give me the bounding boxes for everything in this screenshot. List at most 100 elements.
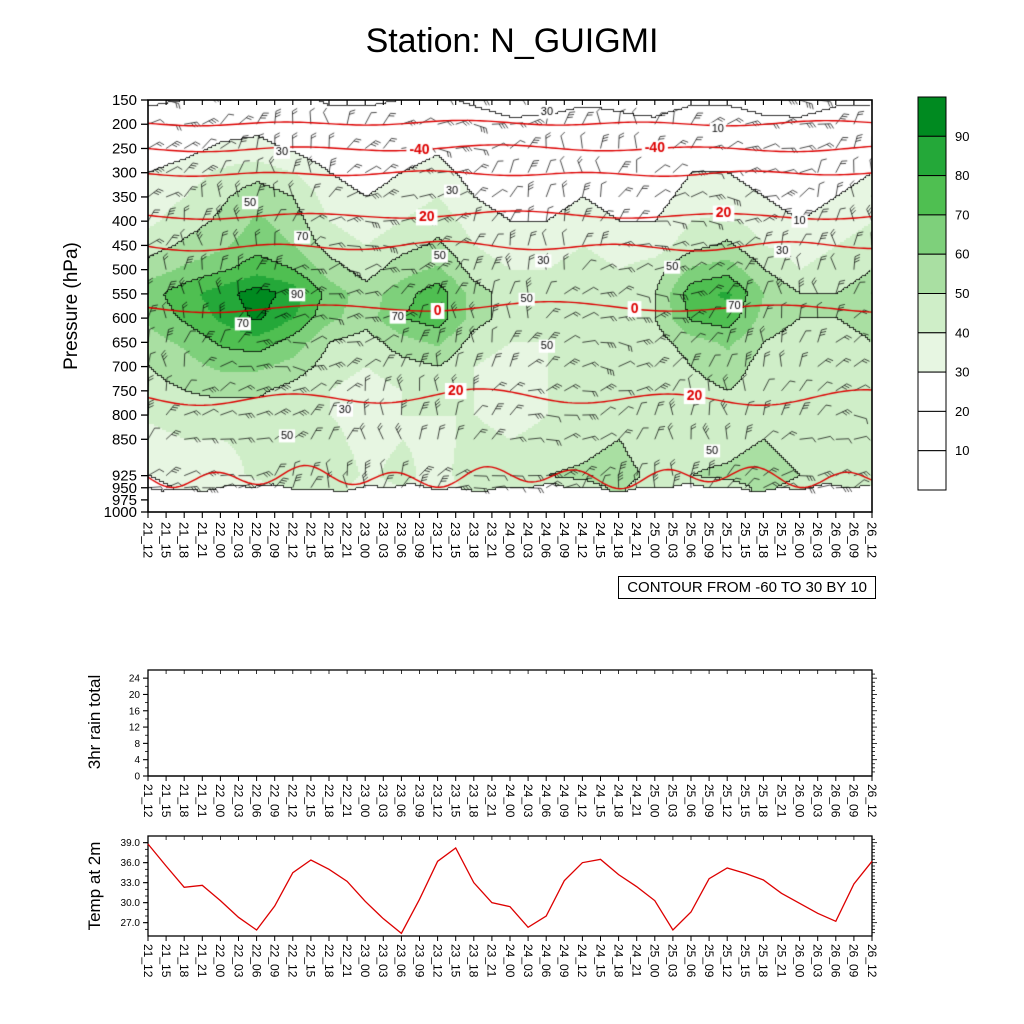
svg-text:22_03: 22_03	[231, 944, 245, 978]
svg-text:26_00: 26_00	[792, 784, 806, 818]
svg-text:25_09: 25_09	[702, 522, 717, 558]
svg-text:23_15: 23_15	[449, 784, 463, 818]
svg-text:24_12: 24_12	[575, 944, 589, 978]
svg-text:23_06: 23_06	[394, 522, 409, 558]
svg-text:23_09: 23_09	[412, 522, 427, 558]
svg-text:25_12: 25_12	[720, 944, 734, 978]
svg-text:23_06: 23_06	[394, 944, 408, 978]
svg-text:24_06: 24_06	[539, 522, 554, 558]
svg-text:23_00: 23_00	[358, 522, 373, 558]
svg-text:22_00: 22_00	[213, 944, 227, 978]
svg-text:25_15: 25_15	[738, 944, 752, 978]
svg-text:24_15: 24_15	[593, 944, 607, 978]
svg-text:22_09: 22_09	[267, 522, 282, 558]
svg-text:27.0: 27.0	[121, 918, 141, 929]
svg-text:10: 10	[955, 443, 969, 458]
svg-text:25_09: 25_09	[702, 784, 716, 818]
svg-text:24_15: 24_15	[593, 522, 608, 558]
svg-text:30: 30	[955, 365, 969, 380]
svg-text:25_18: 25_18	[756, 522, 771, 558]
svg-text:23_06: 23_06	[394, 784, 408, 818]
svg-text:26_12: 26_12	[864, 522, 879, 558]
svg-text:22_12: 22_12	[286, 784, 300, 818]
svg-text:23_18: 23_18	[467, 944, 481, 978]
svg-text:24_15: 24_15	[593, 784, 607, 818]
svg-text:0: 0	[134, 772, 140, 783]
svg-text:20: 20	[955, 404, 969, 419]
svg-text:21_21: 21_21	[195, 784, 209, 818]
svg-text:21_12: 21_12	[140, 522, 155, 558]
svg-text:24_18: 24_18	[611, 784, 625, 818]
svg-text:26_03: 26_03	[810, 522, 825, 558]
svg-text:650: 650	[112, 334, 137, 351]
svg-text:24_06: 24_06	[539, 784, 553, 818]
svg-text:24_03: 24_03	[521, 784, 535, 818]
svg-text:40: 40	[955, 325, 969, 340]
svg-text:975: 975	[112, 492, 137, 509]
svg-text:25_00: 25_00	[648, 944, 662, 978]
svg-text:21_15: 21_15	[159, 522, 174, 558]
svg-text:21_12: 21_12	[141, 784, 155, 818]
svg-text:24_09: 24_09	[557, 944, 571, 978]
svg-text:33.0: 33.0	[121, 878, 141, 889]
svg-text:26_03: 26_03	[811, 784, 825, 818]
svg-text:200: 200	[112, 116, 137, 133]
pressure-axis-label: Pressure (hPa)	[61, 242, 82, 370]
svg-text:24_00: 24_00	[503, 944, 517, 978]
svg-text:23_21: 23_21	[485, 784, 499, 818]
svg-text:26_06: 26_06	[828, 522, 843, 558]
svg-text:24_06: 24_06	[539, 944, 553, 978]
svg-text:23_12: 23_12	[430, 784, 444, 818]
svg-text:21_15: 21_15	[159, 944, 173, 978]
contour-note-box: CONTOUR FROM -60 TO 30 BY 10	[618, 576, 876, 599]
svg-text:24_18: 24_18	[611, 522, 626, 558]
svg-text:25_06: 25_06	[683, 522, 698, 558]
svg-text:50: 50	[955, 286, 969, 301]
svg-text:24: 24	[129, 674, 141, 685]
svg-text:12: 12	[129, 723, 141, 734]
svg-text:24_00: 24_00	[503, 784, 517, 818]
svg-text:300: 300	[112, 165, 137, 182]
svg-text:26_00: 26_00	[792, 944, 806, 978]
svg-text:22_06: 22_06	[249, 522, 264, 558]
svg-text:925: 925	[112, 468, 137, 485]
svg-text:60: 60	[955, 247, 969, 262]
svg-text:23_15: 23_15	[448, 522, 463, 558]
svg-text:22_12: 22_12	[285, 522, 300, 558]
svg-text:80: 80	[955, 168, 969, 183]
svg-text:1000: 1000	[104, 504, 137, 521]
svg-text:250: 250	[112, 140, 137, 157]
svg-text:23_15: 23_15	[449, 944, 463, 978]
svg-text:21_18: 21_18	[177, 522, 192, 558]
svg-text:22_03: 22_03	[231, 784, 245, 818]
svg-text:39.0: 39.0	[121, 838, 141, 849]
svg-text:24_12: 24_12	[575, 784, 589, 818]
svg-text:23_12: 23_12	[430, 522, 445, 558]
svg-text:20: 20	[129, 690, 141, 701]
svg-text:22_18: 22_18	[321, 522, 336, 558]
humidity-cross-section-canvas	[148, 100, 872, 512]
svg-text:4: 4	[134, 755, 140, 766]
svg-text:23_21: 23_21	[485, 944, 499, 978]
svg-text:22_21: 22_21	[340, 944, 354, 978]
svg-text:24_03: 24_03	[521, 522, 536, 558]
svg-text:25_00: 25_00	[647, 522, 662, 558]
svg-text:25_06: 25_06	[684, 784, 698, 818]
svg-text:22_12: 22_12	[286, 944, 300, 978]
svg-text:550: 550	[112, 286, 137, 303]
svg-text:25_00: 25_00	[648, 784, 662, 818]
svg-text:950: 950	[112, 480, 137, 497]
svg-text:23_12: 23_12	[430, 944, 444, 978]
svg-text:26_00: 26_00	[792, 522, 807, 558]
svg-text:25_03: 25_03	[665, 522, 680, 558]
svg-text:850: 850	[112, 431, 137, 448]
svg-text:23_03: 23_03	[376, 784, 390, 818]
svg-text:21_21: 21_21	[195, 522, 210, 558]
svg-text:25_18: 25_18	[756, 944, 770, 978]
svg-text:22_21: 22_21	[340, 522, 355, 558]
svg-text:700: 700	[112, 359, 137, 376]
svg-text:26_09: 26_09	[847, 944, 861, 978]
svg-text:25_21: 25_21	[774, 944, 788, 978]
svg-text:22_09: 22_09	[268, 784, 282, 818]
svg-text:24_21: 24_21	[630, 784, 644, 818]
